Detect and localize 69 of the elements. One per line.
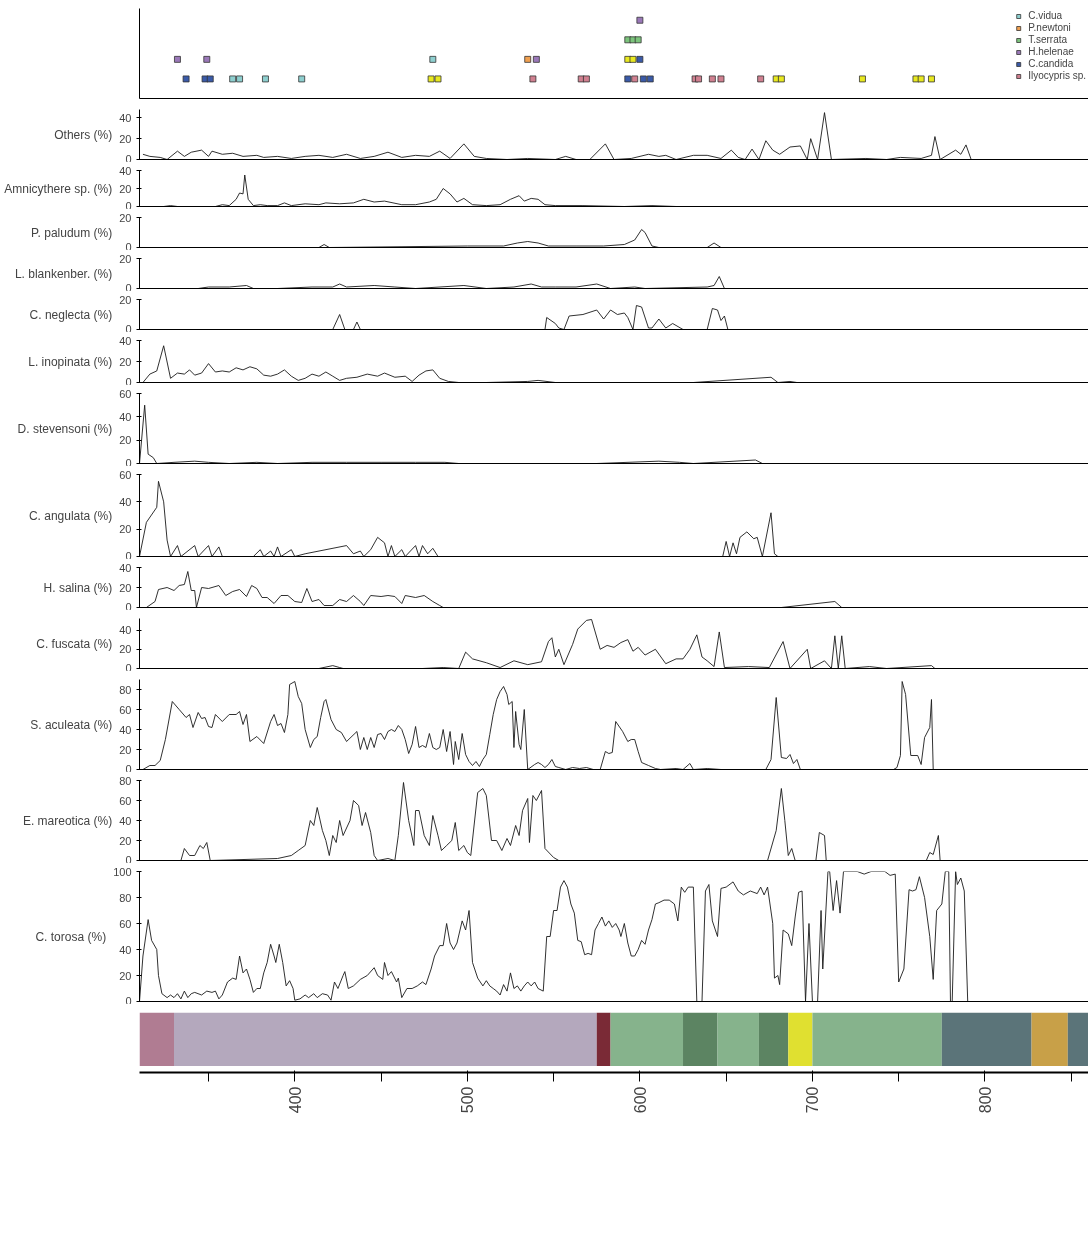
y-tick-label: 40 bbox=[119, 164, 132, 177]
y-tick-label: 40 bbox=[119, 410, 132, 423]
y-tick-label: 0 bbox=[125, 322, 132, 335]
y-tick-label: 20 bbox=[119, 969, 132, 982]
y-tick-label: 20 bbox=[119, 132, 132, 145]
y-tick-label: 40 bbox=[119, 334, 132, 347]
y-axis-title: Others (%) bbox=[54, 127, 113, 142]
y-tick-label: 20 bbox=[119, 293, 132, 306]
y-tick-label: 0 bbox=[125, 549, 132, 562]
x-tick-label: 500 bbox=[459, 1086, 477, 1114]
y-tick-label: 0 bbox=[125, 853, 132, 866]
y-tick-label: 40 bbox=[119, 624, 132, 637]
y-axis-title: C. neglecta (%) bbox=[29, 307, 113, 322]
y-axis-title: L. blankenber. (%) bbox=[14, 266, 113, 281]
y-axis-title: S. aculeata (%) bbox=[30, 717, 113, 732]
y-tick-label: 0 bbox=[125, 456, 132, 469]
y-tick-label: 80 bbox=[119, 774, 132, 787]
y-tick-label: 40 bbox=[119, 111, 132, 124]
y-tick-label: 20 bbox=[119, 252, 132, 265]
y-tick-label: 20 bbox=[119, 355, 132, 368]
y-axis-title: C. angulata (%) bbox=[28, 508, 113, 523]
y-tick-label: 20 bbox=[119, 434, 132, 447]
y-axis-title: E. mareotica (%) bbox=[22, 813, 113, 828]
x-tick-label: 600 bbox=[631, 1086, 649, 1114]
legend-label: Ilyocypris sp. bbox=[1028, 70, 1086, 81]
legend-label: C.candida bbox=[1028, 58, 1074, 69]
y-tick-label: 40 bbox=[119, 495, 132, 508]
x-tick-label: 400 bbox=[286, 1086, 304, 1114]
y-tick-label: 60 bbox=[119, 703, 132, 716]
legend-label: H.helenae bbox=[1028, 46, 1074, 57]
legend-label: T.serrata bbox=[1028, 34, 1068, 45]
y-tick-label: 0 bbox=[125, 994, 132, 1007]
y-tick-label: 20 bbox=[119, 743, 132, 756]
y-tick-label: 40 bbox=[119, 561, 132, 574]
y-tick-label: 20 bbox=[119, 834, 132, 847]
y-tick-label: 0 bbox=[125, 375, 132, 388]
y-axis-title: P. paludum (%) bbox=[31, 225, 113, 240]
y-tick-label: 20 bbox=[119, 523, 132, 536]
y-tick-label: 20 bbox=[119, 643, 132, 656]
y-axis-title: Amnicythere sp. (%) bbox=[4, 181, 113, 196]
y-tick-label: 60 bbox=[119, 794, 132, 807]
y-tick-label: 0 bbox=[125, 762, 132, 775]
y-tick-label: 0 bbox=[125, 199, 132, 212]
y-tick-label: 40 bbox=[119, 943, 132, 956]
y-tick-label: 0 bbox=[125, 152, 132, 165]
legend-label: C.vidua bbox=[1028, 10, 1063, 21]
x-tick-label: 700 bbox=[804, 1086, 822, 1114]
y-tick-label: 40 bbox=[119, 723, 132, 736]
y-tick-label: 100 bbox=[113, 865, 132, 878]
y-axis-title: C. fuscata (%) bbox=[36, 636, 113, 651]
x-tick-label: 800 bbox=[976, 1086, 994, 1114]
y-tick-label: 0 bbox=[125, 240, 132, 253]
y-tick-label: 40 bbox=[119, 814, 132, 827]
y-tick-label: 80 bbox=[119, 891, 132, 904]
y-axis-title: D. stevensoni (%) bbox=[17, 421, 113, 436]
y-tick-label: 0 bbox=[125, 600, 132, 613]
y-tick-label: 20 bbox=[119, 211, 132, 224]
y-axis-title: L. inopinata (%) bbox=[28, 354, 113, 369]
legend-label: P.newtoni bbox=[1028, 22, 1071, 33]
y-tick-label: 20 bbox=[119, 182, 132, 195]
y-axis-title: C. torosa (%) bbox=[35, 929, 107, 944]
y-tick-label: 60 bbox=[119, 387, 132, 400]
y-tick-label: 0 bbox=[125, 661, 132, 674]
y-tick-label: 60 bbox=[119, 917, 132, 930]
y-axis-title: H. salina (%) bbox=[43, 580, 113, 595]
y-tick-label: 20 bbox=[119, 581, 132, 594]
y-tick-label: 60 bbox=[119, 468, 132, 481]
y-tick-label: 80 bbox=[119, 683, 132, 696]
y-tick-label: 0 bbox=[125, 281, 132, 294]
